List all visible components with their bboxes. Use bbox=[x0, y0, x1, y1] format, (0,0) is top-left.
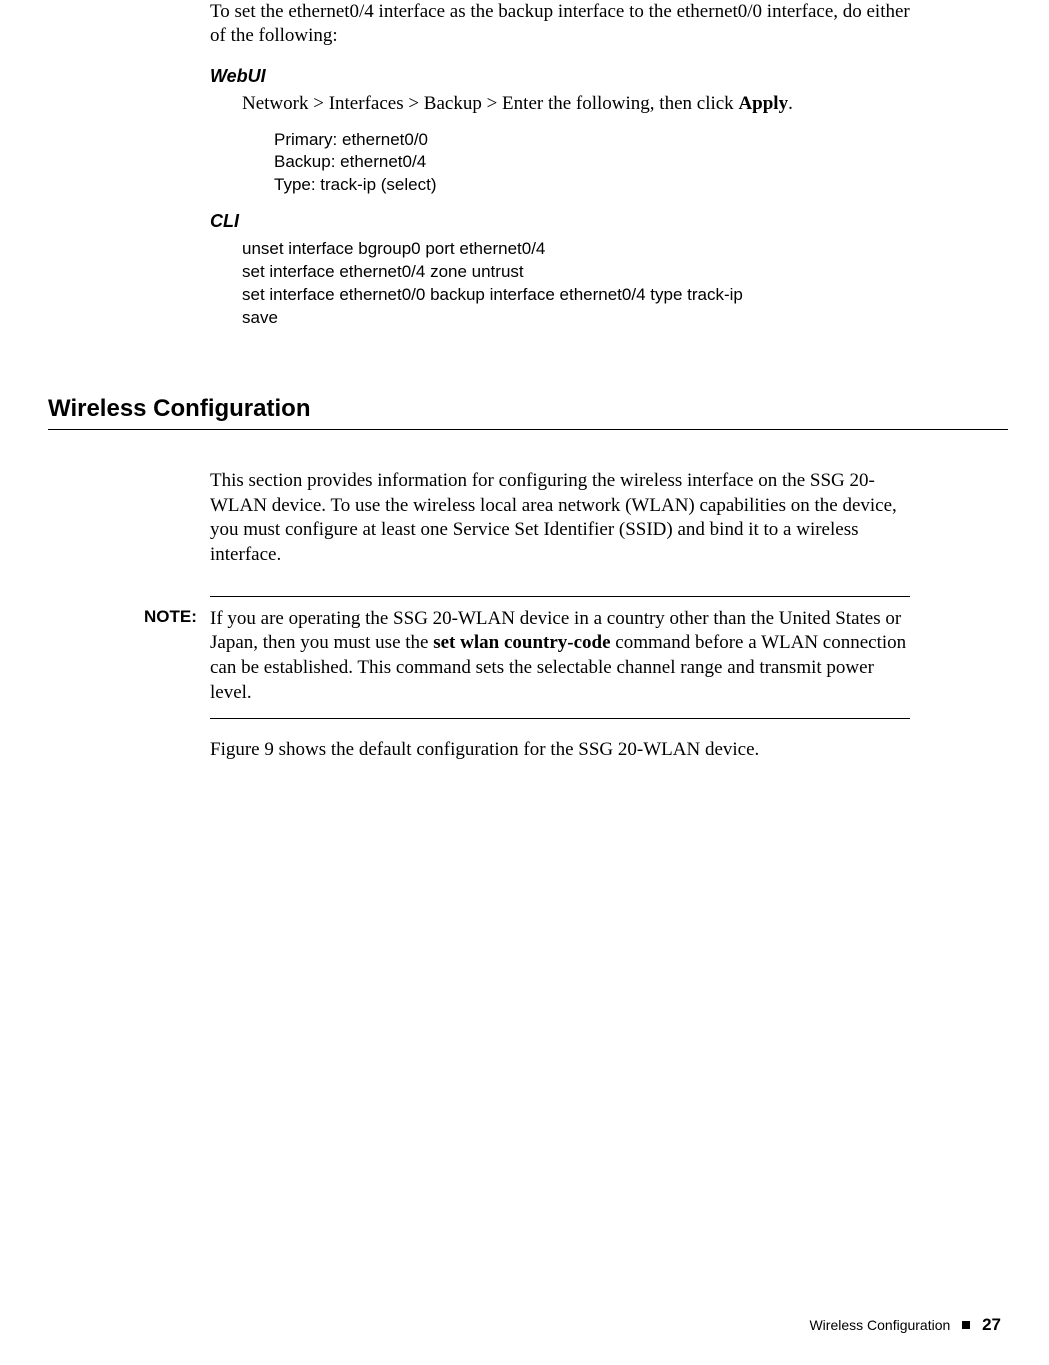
content-column: To set the ethernet0/4 interface as the … bbox=[210, 0, 910, 360]
section-body-column: This section provides information for co… bbox=[210, 450, 910, 781]
footer-title: Wireless Configuration bbox=[809, 1317, 950, 1333]
webui-primary: Primary: ethernet0/0 bbox=[274, 129, 910, 152]
cli-line: unset interface bgroup0 port ethernet0/4 bbox=[242, 238, 910, 261]
footer-page-number: 27 bbox=[982, 1315, 1001, 1334]
section-body-paragraph: This section provides information for co… bbox=[210, 469, 910, 568]
webui-backup: Backup: ethernet0/4 bbox=[274, 151, 910, 174]
cli-line: set interface ethernet0/4 zone untrust bbox=[242, 261, 910, 284]
section-heading: Wireless Configuration bbox=[48, 395, 1008, 430]
figure-reference: Figure 9 shows the default configuration… bbox=[210, 738, 910, 763]
cli-line: save bbox=[242, 307, 910, 330]
webui-settings-block: Primary: ethernet0/0 Backup: ethernet0/4… bbox=[274, 129, 910, 198]
note-text-bold: set wlan country-code bbox=[433, 632, 610, 653]
page-footer: Wireless Configuration 27 bbox=[809, 1315, 1001, 1335]
cli-heading: CLI bbox=[210, 211, 910, 232]
webui-nav-path: Network > Interfaces > Backup > Enter th… bbox=[242, 93, 910, 115]
webui-nav-suffix: . bbox=[788, 93, 793, 114]
webui-nav-prefix: Network > Interfaces > Backup > Enter th… bbox=[242, 93, 738, 114]
page: To set the ethernet0/4 interface as the … bbox=[0, 0, 1049, 1365]
cli-line: set interface ethernet0/0 backup interfa… bbox=[242, 284, 910, 307]
note-box: NOTE: If you are operating the SSG 20-WL… bbox=[210, 596, 910, 719]
note-text: If you are operating the SSG 20-WLAN dev… bbox=[210, 607, 910, 706]
cli-commands-block: unset interface bgroup0 port ethernet0/4… bbox=[242, 238, 910, 330]
footer-square-icon bbox=[962, 1321, 970, 1329]
webui-type: Type: track-ip (select) bbox=[274, 174, 910, 197]
webui-heading: WebUI bbox=[210, 66, 910, 87]
intro-paragraph: To set the ethernet0/4 interface as the … bbox=[210, 0, 910, 48]
note-label: NOTE: bbox=[144, 607, 197, 627]
webui-nav-apply: Apply bbox=[738, 93, 788, 114]
